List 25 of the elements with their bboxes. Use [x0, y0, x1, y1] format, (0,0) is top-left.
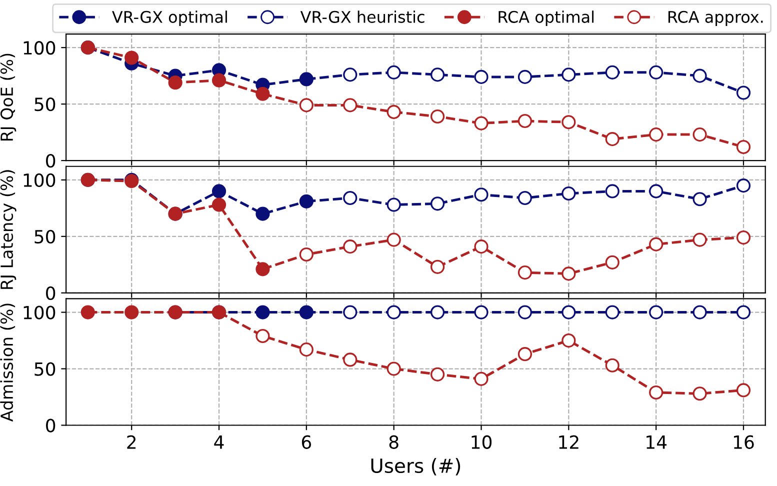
x-tick-label: 2 [127, 435, 136, 449]
y-tick-label: 50 [34, 98, 56, 112]
y-tick-label: 0 [46, 154, 56, 168]
x-tick-label: 6 [302, 435, 312, 449]
x-tick-label: 8 [389, 435, 398, 449]
y-axis-title: Admission (%) [0, 304, 16, 422]
y-tick-label: 100 [24, 41, 56, 55]
y-tick-label: 50 [34, 362, 56, 376]
y-tick-label: 100 [24, 306, 56, 320]
legend-label: RCA approx. [668, 10, 763, 26]
legend-label: VR-GX optimal [112, 10, 227, 26]
y-tick-label: 50 [34, 230, 56, 244]
y-axis-title: RJ Latency (%) [0, 170, 16, 289]
x-axis-title: Users (#) [371, 458, 460, 476]
y-tick-label: 100 [24, 173, 56, 188]
y-axis-title: RJ QoE (%) [0, 54, 16, 141]
x-tick-label: 4 [214, 436, 224, 449]
x-tick-label: 16 [734, 435, 754, 449]
legend-label: RCA optimal [498, 10, 594, 26]
x-tick-label: 14 [646, 436, 667, 449]
legend-label: VR-GX heuristic [300, 10, 424, 23]
y-tick-label: 0 [46, 286, 56, 300]
y-tick-label: 0 [46, 418, 56, 432]
x-tick-label: 12 [559, 435, 578, 449]
x-tick-label: 10 [472, 435, 492, 449]
